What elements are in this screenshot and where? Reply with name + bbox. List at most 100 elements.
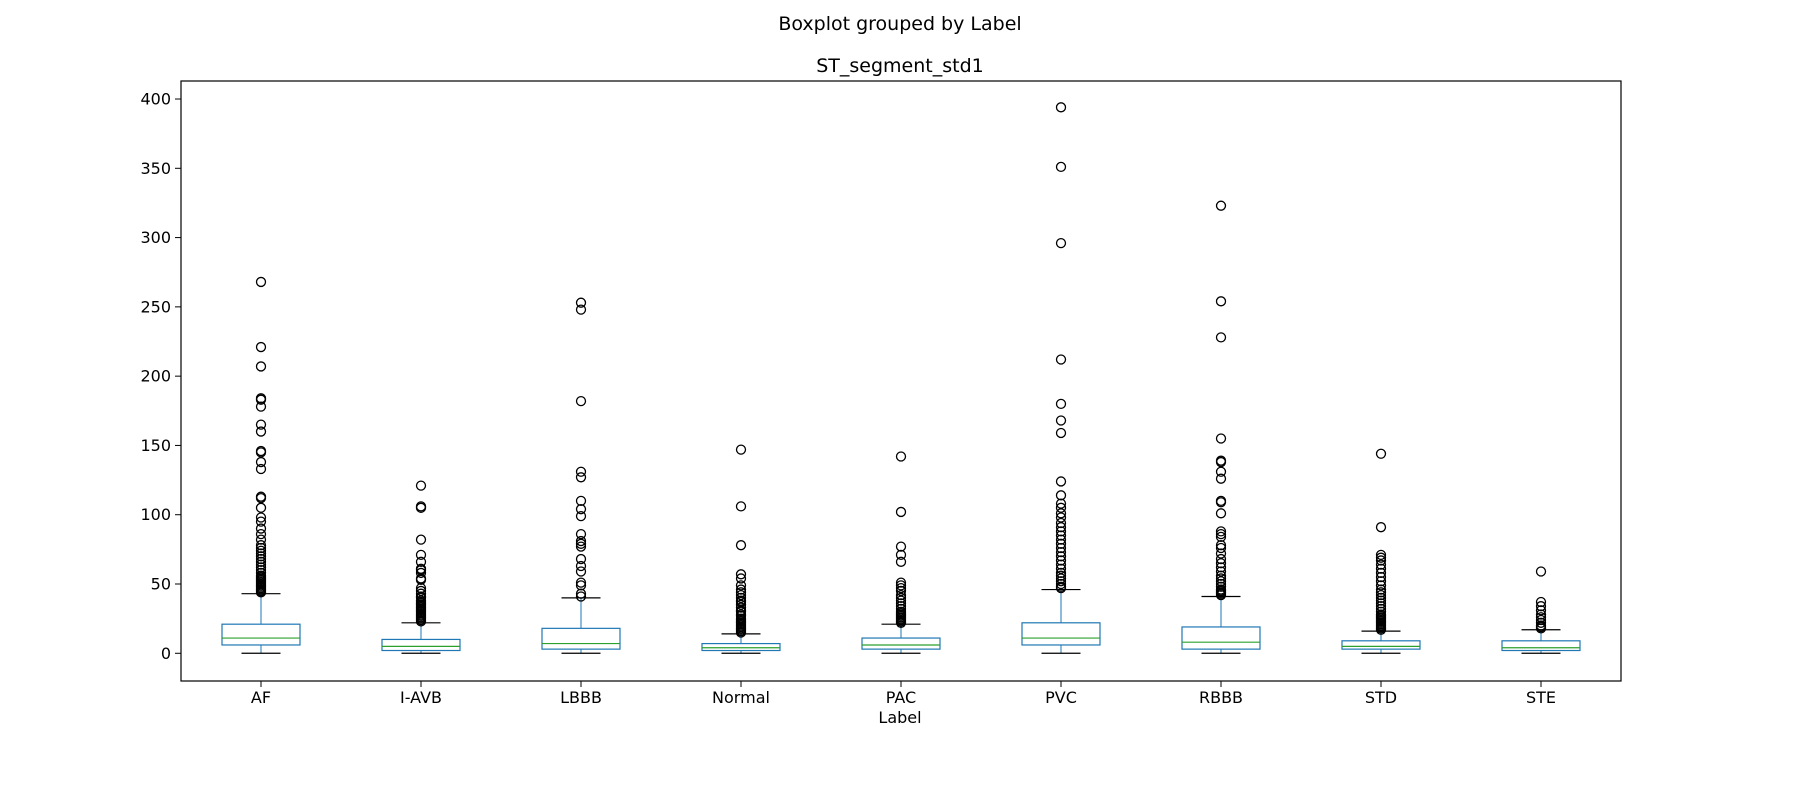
flier-i-avb: [415, 567, 427, 579]
chart-title: ST_segment_std1: [816, 55, 984, 77]
flier-i-avb: [415, 588, 427, 599]
flier-lbbb: [575, 466, 587, 477]
flier-pac: [895, 451, 907, 462]
flier-af: [255, 502, 267, 513]
flier-pvc: [1055, 161, 1067, 173]
flier-af: [255, 516, 267, 527]
flier-pvc: [1055, 526, 1067, 537]
flier-rbbb: [1215, 548, 1227, 559]
flier-rbbb: [1215, 581, 1227, 592]
flier-pvc: [1055, 555, 1067, 566]
flier-lbbb: [575, 472, 587, 483]
flier-rbbb: [1215, 332, 1227, 343]
flier-ste: [1535, 612, 1547, 623]
flier-pvc: [1055, 530, 1067, 541]
flier-lbbb: [575, 566, 587, 577]
flier-lbbb: [575, 504, 587, 515]
flier-af: [255, 426, 267, 437]
y-tick-label: 350: [140, 159, 171, 178]
flier-lbbb: [575, 577, 587, 588]
flier-lbbb: [575, 495, 587, 507]
flier-pvc: [1055, 517, 1067, 529]
flier-lbbb: [575, 538, 587, 549]
y-tick-label: 200: [140, 367, 171, 386]
flier-ste: [1535, 617, 1547, 628]
flier-pvc: [1055, 576, 1067, 587]
box-af: [221, 623, 301, 646]
flier-std: [1375, 584, 1387, 595]
x-tick-label-rbbb: RBBB: [1199, 688, 1243, 707]
box-rbbb: [1181, 626, 1261, 650]
flier-pvc: [1055, 427, 1067, 439]
flier-af: [255, 567, 267, 579]
x-tick-label-ste: STE: [1526, 688, 1556, 707]
y-tick-label: 400: [140, 90, 171, 109]
flier-std: [1375, 549, 1387, 561]
flier-rbbb: [1215, 573, 1227, 584]
flier-ste: [1535, 614, 1547, 626]
x-tick-label-pac: PAC: [886, 688, 916, 707]
flier-pac: [895, 549, 907, 561]
y-tick-label: 50: [151, 575, 171, 594]
flier-af: [255, 548, 267, 559]
flier-i-avb: [415, 556, 427, 567]
flier-rbbb: [1215, 558, 1227, 569]
plot-area: 0 50 100 150 200 250 300 350 400 AF I-AVB LBBB Norma…: [140, 90, 1581, 707]
flier-lbbb: [575, 304, 587, 315]
flier-pvc: [1055, 538, 1067, 549]
flier-pvc: [1055, 415, 1067, 426]
flier-std: [1375, 448, 1387, 459]
flier-af: [255, 553, 267, 565]
flier-rbbb: [1215, 566, 1227, 577]
flier-pvc: [1055, 563, 1067, 574]
flier-rbbb: [1215, 200, 1227, 211]
flier-af: [255, 463, 267, 475]
x-tick-label-pvc: PVC: [1045, 688, 1077, 707]
flier-rbbb: [1215, 433, 1227, 444]
y-tick-label: 250: [140, 297, 171, 316]
flier-af: [255, 534, 267, 545]
flier-lbbb: [575, 588, 587, 599]
flier-pvc: [1055, 512, 1067, 523]
flier-i-avb: [415, 583, 427, 594]
flier-pac: [895, 577, 907, 588]
flier-af: [255, 447, 267, 458]
flier-rbbb: [1215, 553, 1227, 565]
y-tick-label: 0: [161, 644, 171, 663]
flier-normal: [735, 589, 747, 601]
flier-normal: [735, 596, 747, 608]
flier-rbbb: [1215, 456, 1227, 468]
flier-af: [255, 559, 267, 570]
flier-pvc: [1055, 534, 1067, 545]
flier-pvc: [1055, 498, 1067, 509]
flier-pvc: [1055, 578, 1067, 590]
box-normal: [701, 642, 781, 652]
x-tick-label-lbbb: LBBB: [560, 688, 602, 707]
flier-lbbb: [575, 560, 587, 572]
box-std: [1341, 640, 1421, 650]
flier-normal: [735, 569, 747, 580]
flier-std: [1375, 589, 1387, 601]
flier-pac: [895, 589, 907, 601]
flier-std: [1375, 522, 1387, 533]
flier-af: [255, 523, 267, 534]
x-tick-label-std: STD: [1365, 688, 1397, 707]
flier-i-avb: [415, 564, 427, 576]
y-tick-label: 300: [140, 228, 171, 247]
flier-ste: [1535, 601, 1547, 612]
flier-pac: [895, 601, 907, 612]
flier-pvc: [1055, 354, 1067, 365]
flier-ste: [1535, 609, 1547, 620]
flier-rbbb: [1215, 540, 1227, 551]
flier-pvc: [1055, 476, 1067, 487]
flier-lbbb: [575, 510, 587, 522]
flier-normal: [735, 501, 747, 512]
flier-af: [255, 545, 267, 556]
flier-rbbb: [1215, 497, 1227, 508]
flier-pvc: [1055, 583, 1067, 594]
flier-normal: [735, 444, 747, 455]
flier-rbbb: [1215, 528, 1227, 540]
flier-normal: [735, 592, 747, 604]
flier-std: [1375, 571, 1387, 583]
flier-pac: [895, 541, 907, 552]
